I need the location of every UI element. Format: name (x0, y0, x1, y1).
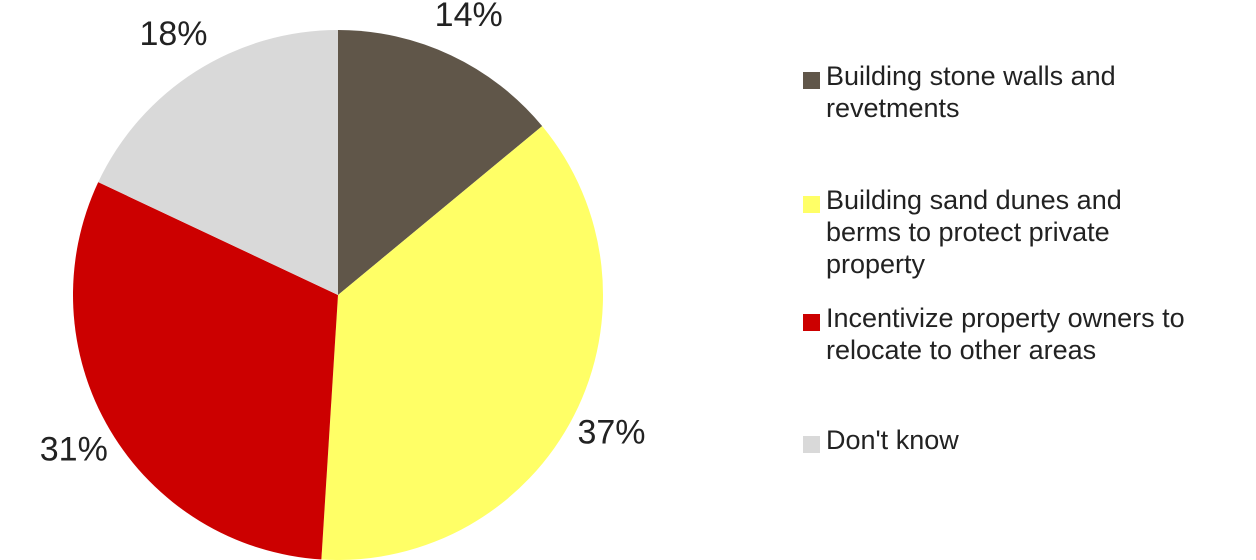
pie-slice-sand-dunes (321, 126, 603, 560)
legend-label-line: Building stone walls and (826, 61, 1116, 91)
pie-slice-relocate (72, 182, 339, 560)
legend-label-sand-dunes: Building sand dunes and berms to protect… (826, 184, 1122, 280)
pie-slice-stone-walls (338, 30, 543, 295)
data-label-sand-dunes: 37% (577, 413, 645, 451)
data-label-relocate: 31% (40, 430, 108, 468)
legend-label-line: Incentivize property owners to (826, 303, 1185, 333)
legend-swatch-relocate (803, 314, 820, 331)
legend-item-dont-know: Don't know (803, 424, 959, 456)
legend-label-dont-know: Don't know (826, 424, 959, 456)
legend-swatch-stone-walls (803, 72, 820, 89)
legend-label-line: berms to protect private (826, 217, 1110, 247)
pie-data-labels: 14% 37% 31% 18% (40, 0, 646, 468)
legend-swatch-sand-dunes (803, 196, 820, 213)
data-label-dont-know: 18% (139, 15, 207, 53)
pie-slices (72, 30, 603, 560)
data-label-stone-walls: 14% (435, 0, 503, 34)
legend-swatch-dont-know (803, 436, 820, 453)
legend-label-line: property (826, 249, 926, 279)
legend-label-line: relocate to other areas (826, 335, 1097, 365)
legend-label-stone-walls: Building stone walls and revetments (826, 60, 1116, 124)
legend-label-line: revetments (826, 93, 960, 123)
pie-slice-dont-know (98, 30, 338, 295)
legend-label-relocate: Incentivize property owners to relocate … (826, 302, 1185, 366)
legend-item-stone-walls: Building stone walls and revetments (803, 60, 1116, 124)
legend-label-line: Building sand dunes and (826, 185, 1122, 215)
legend-item-sand-dunes: Building sand dunes and berms to protect… (803, 184, 1122, 280)
legend-label-line: Don't know (826, 425, 959, 455)
legend-item-relocate: Incentivize property owners to relocate … (803, 302, 1185, 366)
pie-plot-area: 14% 37% 31% 18% (40, 0, 646, 560)
